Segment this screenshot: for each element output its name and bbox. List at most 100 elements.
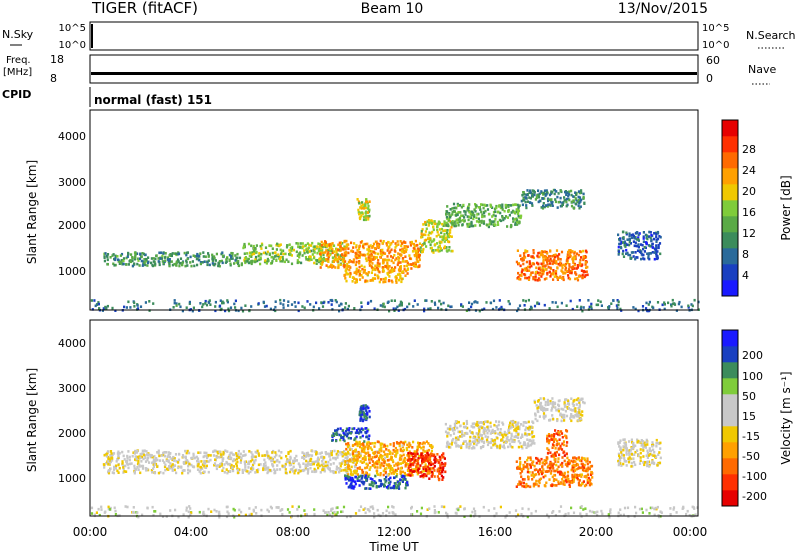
heatmap-cell [387, 265, 390, 269]
heatmap-cell [541, 408, 544, 411]
heatmap-cell [557, 257, 560, 261]
heatmap-cell [537, 480, 540, 483]
heatmap-cell [383, 443, 386, 447]
heatmap-cell [451, 427, 454, 430]
heatmap-cell [370, 458, 373, 461]
heatmap-cell [526, 433, 529, 436]
heatmap-cell [243, 454, 246, 457]
heatmap-cell [413, 253, 416, 257]
heatmap-cell [360, 301, 363, 304]
heatmap-cell [581, 468, 585, 472]
heatmap-cell [495, 425, 498, 428]
heatmap-cell [307, 460, 310, 464]
heatmap-cell [351, 280, 354, 283]
heatmap-cell [362, 271, 365, 274]
heatmap-cell [347, 452, 350, 455]
heatmap-cell [253, 460, 256, 463]
heatmap-cell [637, 309, 640, 313]
heatmap-cell [539, 401, 543, 405]
heatmap-cell [140, 259, 143, 263]
heatmap-cell [622, 236, 625, 239]
heatmap-cell [125, 256, 128, 260]
heatmap-cell [135, 451, 138, 454]
heatmap-cell [557, 482, 560, 486]
heatmap-cell [106, 450, 110, 453]
heatmap-cell [404, 274, 407, 277]
heatmap-cell [460, 446, 463, 450]
heatmap-cell [501, 203, 504, 207]
heatmap-cell [269, 456, 272, 460]
heatmap-cell [279, 302, 282, 305]
heatmap-cell [366, 466, 369, 469]
heatmap-cell [524, 200, 527, 204]
heatmap-cell [419, 475, 422, 478]
heatmap-cell [542, 412, 546, 415]
heatmap-cell [510, 434, 513, 438]
heatmap-cell [397, 268, 401, 271]
heatmap-cell [530, 202, 534, 205]
heatmap-cell [368, 415, 371, 419]
heatmap-cell [338, 470, 341, 474]
heatmap-cell [90, 299, 93, 302]
heatmap-cell [114, 263, 117, 267]
heatmap-cell [537, 459, 540, 462]
heatmap-cell [452, 432, 456, 435]
heatmap-cell [111, 459, 114, 462]
heatmap-cell [364, 211, 367, 215]
heatmap-cell [581, 397, 584, 401]
heatmap-cell [360, 404, 363, 408]
heatmap-cell [430, 463, 433, 467]
heatmap-cell [524, 299, 527, 303]
heatmap-cell [582, 466, 586, 469]
heatmap-cell [532, 439, 535, 442]
heatmap-cell [364, 257, 368, 260]
heatmap-cell [327, 460, 330, 464]
heatmap-cell [555, 262, 558, 265]
heatmap-cell [140, 464, 144, 468]
heatmap-cell [515, 485, 518, 488]
heatmap-cell [531, 435, 534, 439]
heatmap-cell [404, 478, 407, 481]
heatmap-cell [263, 454, 266, 457]
heatmap-cell [564, 268, 567, 271]
heatmap-cell [445, 224, 448, 227]
heatmap-cell [554, 200, 558, 204]
heatmap-cell [482, 220, 486, 223]
heatmap-cell [507, 210, 510, 213]
heatmap-cell [113, 264, 116, 267]
heatmap-cell [145, 450, 148, 453]
heatmap-cell [259, 256, 262, 259]
heatmap-cell [433, 464, 436, 468]
cpid-label: CPID [2, 88, 31, 101]
heatmap-cell [553, 401, 556, 405]
heatmap-cell [357, 442, 360, 446]
heatmap-cell [242, 450, 245, 453]
heatmap-cell [410, 267, 413, 270]
heatmap-cell [354, 443, 357, 446]
heatmap-cell [362, 442, 365, 445]
heatmap-cell [334, 429, 337, 432]
heatmap-cell [515, 260, 518, 264]
heatmap-cell [138, 455, 141, 458]
heatmap-cell [207, 255, 210, 258]
heatmap-cell [421, 250, 424, 254]
heatmap-cell [298, 470, 301, 473]
heatmap-cell [549, 266, 552, 270]
heatmap-cell [584, 274, 587, 277]
heatmap-cell [133, 470, 136, 474]
heatmap-cell [457, 218, 460, 221]
heatmap-cell [687, 304, 690, 308]
heatmap-cell [221, 255, 225, 258]
heatmap-cell [533, 190, 536, 194]
heatmap-cell [386, 473, 389, 476]
heatmap-cell [133, 257, 136, 261]
heatmap-cell [475, 432, 478, 435]
cpid-text: normal (fast) 151 [94, 93, 212, 107]
heatmap-cell [107, 463, 110, 466]
heatmap-cell [529, 464, 532, 468]
heatmap-cell [400, 449, 403, 453]
heatmap-cell [520, 199, 523, 203]
heatmap-cell [118, 452, 121, 455]
heatmap-cell [549, 472, 553, 475]
heatmap-cell [352, 479, 355, 483]
